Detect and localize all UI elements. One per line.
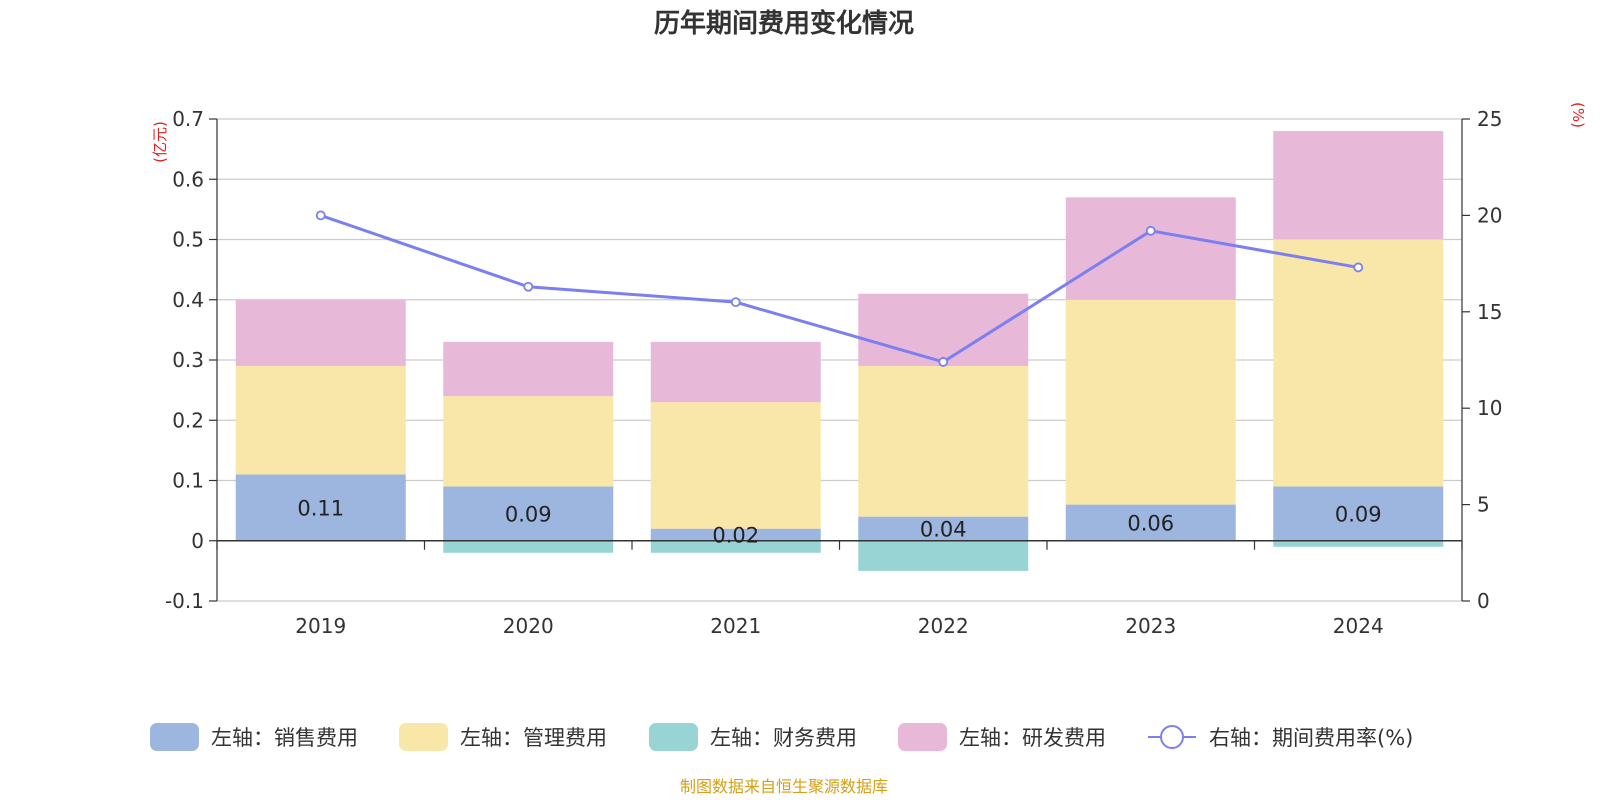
left-tick-label: 0.4	[172, 288, 204, 312]
left-axis-unit: (亿元)	[151, 121, 169, 163]
bar-segment	[650, 341, 821, 403]
legend-swatch	[150, 723, 199, 751]
bar-segment	[858, 516, 1029, 541]
bar-segment	[1273, 540, 1444, 547]
grid	[217, 118, 1462, 602]
bar-segment	[235, 299, 406, 367]
bar-segment	[443, 486, 614, 541]
data-label: 0.11	[297, 497, 344, 521]
legend-label: 左轴：管理费用	[460, 726, 607, 750]
rate-point	[315, 210, 326, 221]
left-tick-label: 0.6	[172, 167, 204, 191]
x-tick-label: 2022	[918, 614, 969, 638]
legend-swatch	[898, 723, 947, 751]
legend-swatch	[399, 723, 448, 751]
bar-segment	[1273, 239, 1444, 487]
bar-segment	[443, 540, 614, 553]
rate-line-path	[320, 213, 1359, 364]
left-tick-label: 0	[191, 529, 204, 553]
rate-point	[1145, 225, 1156, 236]
right-tick-label: 0	[1477, 589, 1490, 613]
bar-segment	[650, 528, 821, 541]
legend-label: 左轴：销售费用	[211, 726, 358, 750]
left-tick-label: 0.2	[172, 408, 204, 432]
data-label: 0.06	[1127, 512, 1174, 536]
left-tick-label: 0.3	[172, 348, 204, 372]
bar-segment	[443, 341, 614, 397]
axes: 0.7 0.6 0.5 0.4 0.3 0.2 0.1 0 -0.1 25 20 15 10 5 0 2019…	[165, 107, 1502, 638]
x-tick-label: 2019	[295, 614, 346, 638]
x-tick-label: 2023	[1125, 614, 1176, 638]
bar-segment	[858, 366, 1029, 517]
left-tick-label: -0.1	[165, 589, 204, 613]
left-tick-label: 0.7	[172, 107, 204, 131]
data-label: 0.09	[505, 503, 552, 527]
rate-line	[315, 210, 1364, 367]
rate-point	[523, 281, 534, 292]
bar-segment	[1065, 197, 1236, 300]
x-tick-label: 2020	[503, 614, 554, 638]
right-tick-label: 5	[1477, 493, 1490, 517]
x-tick-label: 2024	[1333, 614, 1384, 638]
bar-segment	[650, 540, 821, 553]
legend-swatch	[649, 723, 698, 751]
legend-label: 左轴：财务费用	[710, 726, 857, 750]
x-tick-label: 2021	[710, 614, 761, 638]
bar-segment	[858, 540, 1029, 571]
rate-point	[730, 297, 741, 308]
bar-segment	[235, 366, 406, 475]
data-label: 0.09	[1335, 503, 1382, 527]
bar-segment	[1273, 486, 1444, 541]
right-axis-unit: (%)	[1569, 102, 1587, 128]
bar-segment	[858, 293, 1029, 367]
legend-line-marker	[1160, 725, 1184, 749]
legend: 左轴：销售费用 左轴：管理费用 左轴：财务费用 左轴：研发费用 右轴：期间费用率(%)	[150, 723, 1413, 751]
right-tick-label: 15	[1477, 300, 1502, 324]
bar-segment	[1273, 131, 1444, 240]
bar-segment	[1065, 504, 1236, 541]
chart-title: 历年期间费用变化情况	[654, 8, 914, 39]
bar-segment	[443, 396, 614, 487]
bar-segment	[1065, 299, 1236, 505]
bar-segment	[650, 402, 821, 529]
data-label: 0.02	[712, 524, 759, 548]
source-note: 制图数据来自恒生聚源数据库	[680, 777, 888, 796]
rate-point	[1353, 262, 1364, 273]
rate-point	[938, 357, 949, 367]
legend-label: 左轴：研发费用	[959, 726, 1106, 750]
bars	[235, 131, 1444, 571]
right-tick-label: 20	[1477, 203, 1502, 227]
legend-label: 右轴：期间费用率(%)	[1209, 726, 1413, 750]
left-tick-label: 0.1	[172, 469, 204, 493]
right-tick-label: 25	[1477, 107, 1502, 131]
left-tick-label: 0.5	[172, 228, 204, 252]
data-labels: 0.11 0.09 0.02 0.04 0.06 0.09	[297, 497, 1381, 548]
data-label: 0.04	[920, 518, 967, 542]
right-tick-label: 10	[1477, 396, 1502, 420]
bar-segment	[235, 474, 406, 541]
